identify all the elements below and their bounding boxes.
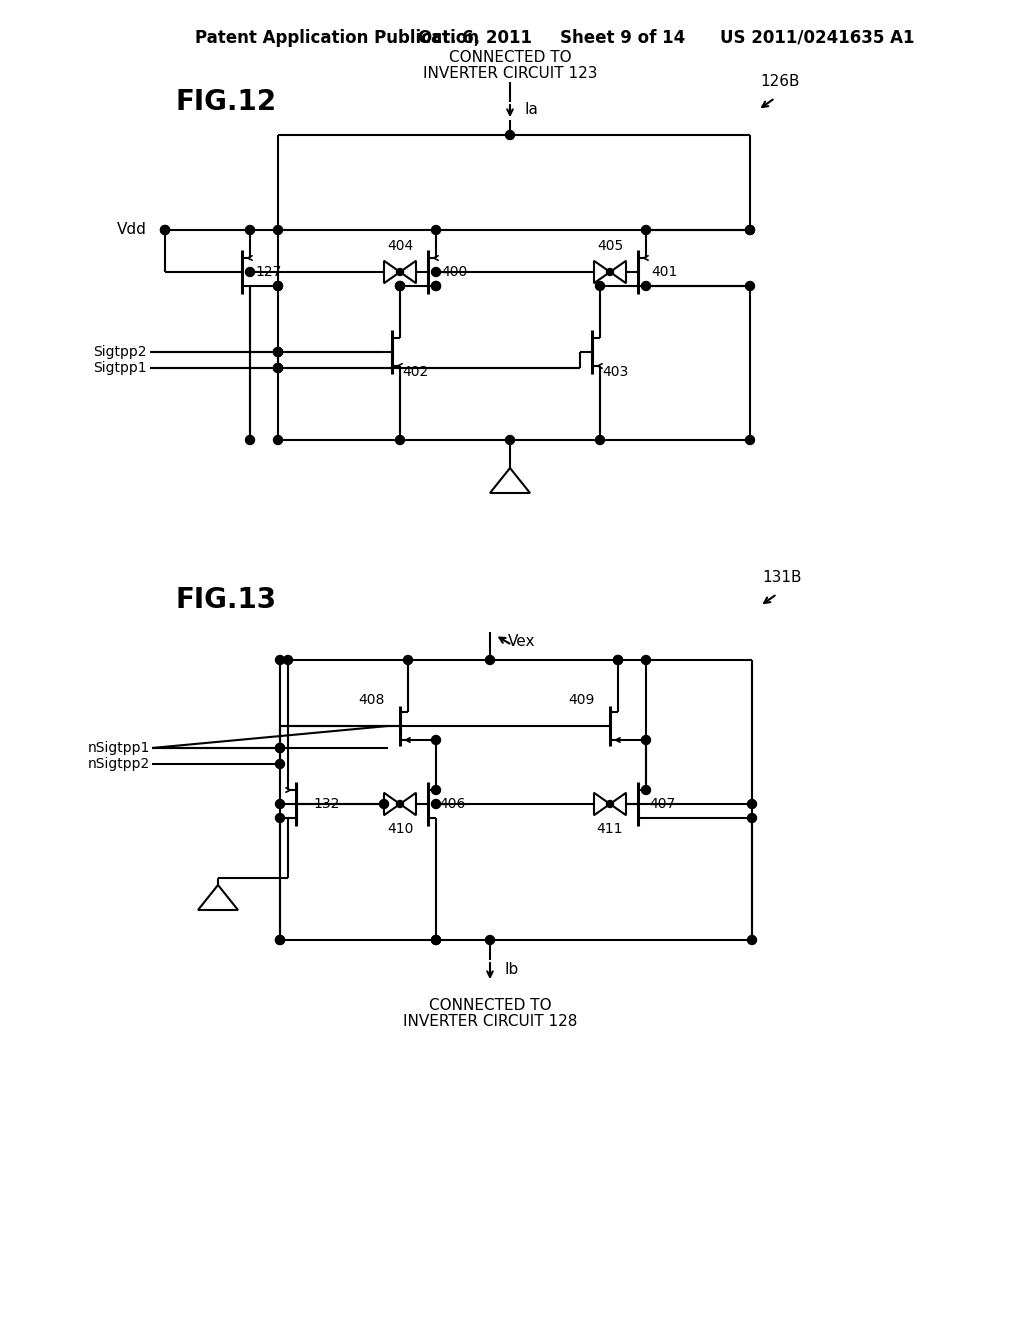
Circle shape [485, 936, 495, 945]
Circle shape [431, 785, 440, 795]
Text: 401: 401 [651, 265, 677, 279]
Circle shape [246, 436, 255, 445]
Text: US 2011/0241635 A1: US 2011/0241635 A1 [720, 29, 914, 48]
Text: 405: 405 [597, 239, 624, 253]
Text: Ib: Ib [505, 962, 519, 978]
Circle shape [395, 281, 404, 290]
Text: nSigtpp2: nSigtpp2 [88, 756, 150, 771]
Circle shape [403, 656, 413, 664]
Circle shape [745, 226, 755, 235]
Circle shape [275, 656, 285, 664]
Circle shape [641, 735, 650, 744]
Circle shape [748, 813, 757, 822]
Circle shape [273, 363, 283, 372]
Text: INVERTER CIRCUIT 123: INVERTER CIRCUIT 123 [423, 66, 597, 81]
Circle shape [596, 281, 604, 290]
Circle shape [431, 936, 440, 945]
Circle shape [273, 281, 283, 290]
Circle shape [273, 281, 283, 290]
Circle shape [641, 281, 650, 290]
Circle shape [748, 800, 757, 808]
Circle shape [275, 743, 285, 752]
Text: 132: 132 [313, 797, 339, 810]
Text: 131B: 131B [762, 570, 802, 586]
Circle shape [431, 281, 440, 290]
Circle shape [745, 436, 755, 445]
Circle shape [161, 226, 170, 235]
Text: 406: 406 [439, 797, 465, 810]
Circle shape [395, 436, 404, 445]
Circle shape [606, 268, 613, 276]
Text: 407: 407 [649, 797, 675, 810]
Text: 400: 400 [441, 265, 467, 279]
Circle shape [380, 800, 388, 808]
Circle shape [395, 281, 404, 290]
Circle shape [641, 785, 650, 795]
Circle shape [396, 268, 403, 276]
Circle shape [246, 268, 255, 276]
Circle shape [745, 226, 755, 235]
Text: Sigtpp2: Sigtpp2 [93, 345, 147, 359]
Text: Patent Application Publication: Patent Application Publication [195, 29, 479, 48]
Text: CONNECTED TO: CONNECTED TO [429, 998, 551, 1012]
Text: INVERTER CIRCUIT 128: INVERTER CIRCUIT 128 [402, 1015, 578, 1030]
Circle shape [613, 656, 623, 664]
Text: Vex: Vex [508, 635, 536, 649]
Text: 127: 127 [255, 265, 282, 279]
Circle shape [275, 813, 285, 822]
Circle shape [273, 347, 283, 356]
Text: CONNECTED TO: CONNECTED TO [449, 50, 571, 66]
Circle shape [606, 800, 613, 808]
Circle shape [246, 226, 255, 235]
Text: 410: 410 [387, 822, 414, 836]
Circle shape [275, 936, 285, 945]
Circle shape [641, 656, 650, 664]
Circle shape [273, 363, 283, 372]
Circle shape [431, 936, 440, 945]
Circle shape [745, 281, 755, 290]
Circle shape [161, 226, 170, 235]
Text: 404: 404 [387, 239, 413, 253]
Circle shape [273, 347, 283, 356]
Circle shape [431, 281, 440, 290]
Circle shape [596, 436, 604, 445]
Text: 409: 409 [568, 693, 595, 708]
Circle shape [396, 800, 403, 808]
Circle shape [431, 226, 440, 235]
Circle shape [641, 226, 650, 235]
Circle shape [613, 656, 623, 664]
Text: FIG.12: FIG.12 [175, 88, 276, 116]
Circle shape [273, 226, 283, 235]
Circle shape [275, 743, 285, 752]
Circle shape [506, 131, 514, 140]
Text: Sigtpp1: Sigtpp1 [93, 360, 147, 375]
Text: FIG.13: FIG.13 [175, 586, 276, 614]
Circle shape [284, 656, 293, 664]
Text: 411: 411 [597, 822, 624, 836]
Text: Sheet 9 of 14: Sheet 9 of 14 [560, 29, 685, 48]
Circle shape [275, 936, 285, 945]
Text: nSigtpp1: nSigtpp1 [88, 741, 150, 755]
Text: Vdd: Vdd [117, 223, 147, 238]
Text: 402: 402 [402, 366, 428, 379]
Text: 403: 403 [602, 366, 629, 379]
Circle shape [275, 759, 285, 768]
Text: Ia: Ia [525, 103, 539, 117]
Text: 408: 408 [358, 693, 385, 708]
Circle shape [273, 436, 283, 445]
Circle shape [431, 800, 440, 808]
Circle shape [275, 800, 285, 808]
Text: 126B: 126B [760, 74, 800, 90]
Circle shape [748, 936, 757, 945]
Text: Oct. 6, 2011: Oct. 6, 2011 [418, 29, 532, 48]
Circle shape [431, 268, 440, 276]
Circle shape [485, 656, 495, 664]
Circle shape [431, 735, 440, 744]
Circle shape [506, 436, 514, 445]
